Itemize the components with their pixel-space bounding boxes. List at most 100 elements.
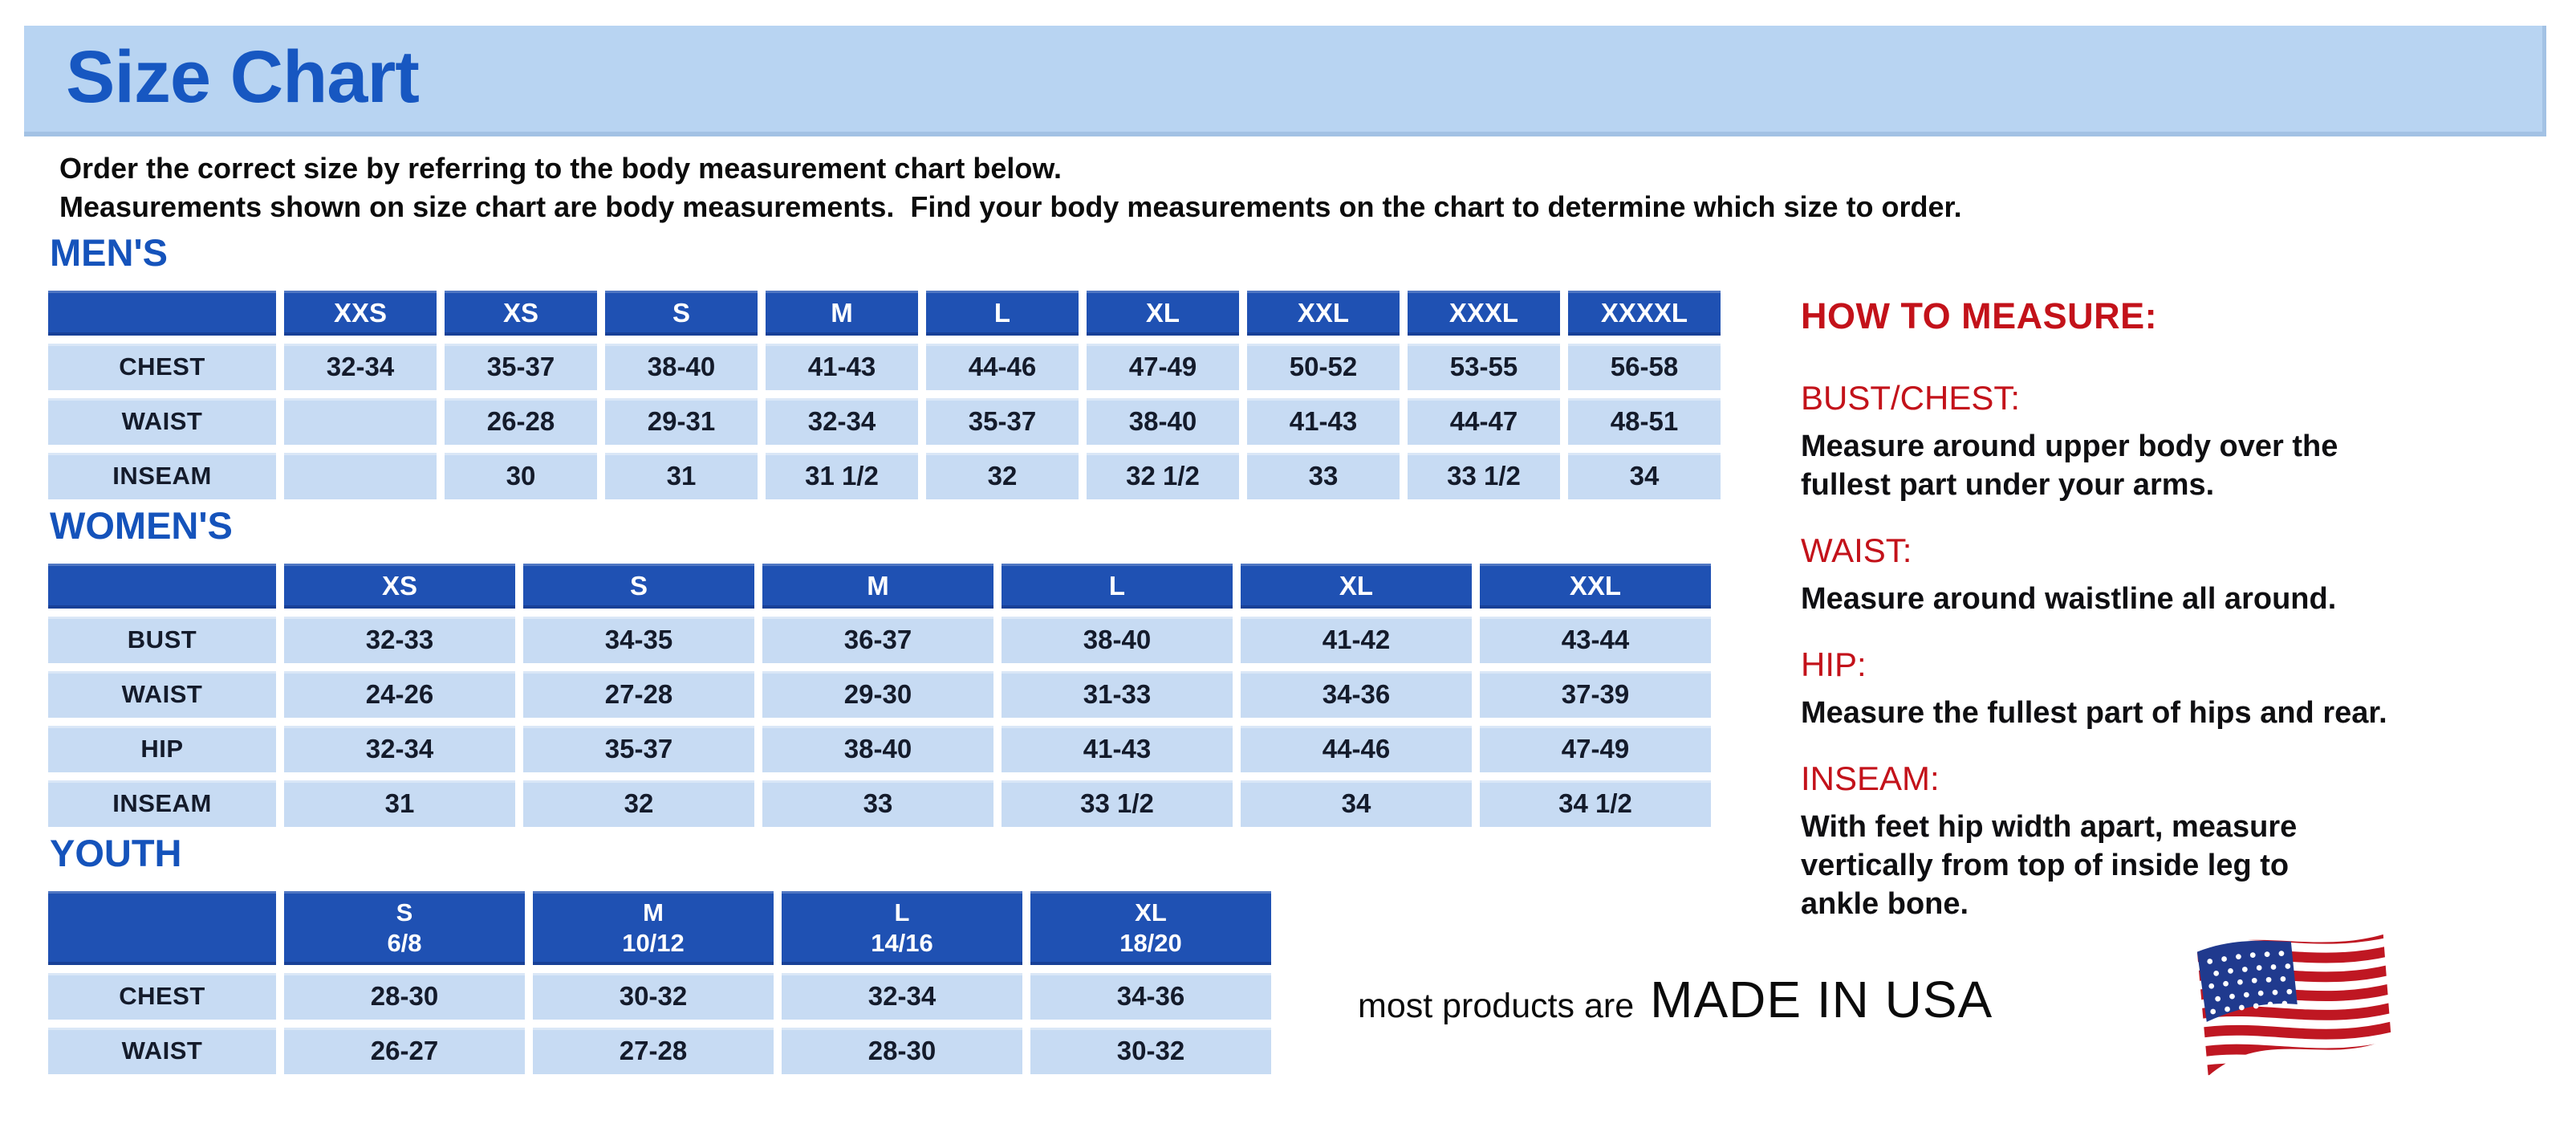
- value-cell: 44-47: [1408, 398, 1560, 445]
- value-cell: [284, 453, 437, 499]
- value-cell: 28-30: [782, 1028, 1022, 1074]
- womens-heading: WOMEN'S: [50, 504, 233, 547]
- value-cell: 48-51: [1568, 398, 1721, 445]
- value-cell: 38-40: [1002, 617, 1233, 663]
- value-cell: 35-37: [445, 344, 597, 390]
- row-label-cell: INSEAM: [48, 780, 276, 827]
- value-cell: 31-33: [1002, 671, 1233, 718]
- value-cell: 31: [605, 453, 758, 499]
- column-header-cell: XL: [1241, 564, 1472, 609]
- column-header-cell: XS: [445, 291, 597, 336]
- footer-prefix: most products are: [1358, 987, 1635, 1025]
- value-cell: 24-26: [284, 671, 515, 718]
- youth-table: S 6/8 M 10/12 L 14/16 XL 18/20 CHEST 28-…: [48, 891, 1271, 1074]
- title-banner: Size Chart: [24, 26, 2546, 136]
- row-label-cell: CHEST: [48, 344, 276, 390]
- value-cell: 32-34: [782, 973, 1022, 1020]
- value-cell: 41-43: [1247, 398, 1400, 445]
- row-label-cell: WAIST: [48, 671, 276, 718]
- value-cell: 32: [926, 453, 1079, 499]
- value-cell: 43-44: [1480, 617, 1711, 663]
- column-header-cell: M: [762, 564, 993, 609]
- column-header-cell: XL 18/20: [1030, 891, 1271, 965]
- column-header-cell: S: [605, 291, 758, 336]
- measure-item-inseam: INSEAM: With feet hip width apart, measu…: [1801, 759, 2576, 923]
- column-header-cell: XXL: [1480, 564, 1711, 609]
- value-cell: 38-40: [605, 344, 758, 390]
- value-cell: 27-28: [523, 671, 754, 718]
- how-to-measure-heading: HOW TO MEASURE:: [1801, 295, 2158, 336]
- value-cell: 31 1/2: [766, 453, 918, 499]
- value-cell: 26-27: [284, 1028, 525, 1074]
- mens-heading: MEN'S: [50, 231, 168, 274]
- row-label-cell: WAIST: [48, 398, 276, 445]
- mens-table: XXS XS S M L XL XXL XXXL XXXXL CHEST 32-…: [48, 291, 1721, 499]
- measure-label-bust-chest: BUST/CHEST:: [1801, 379, 2021, 417]
- value-cell: 50-52: [1247, 344, 1400, 390]
- column-header-cell: L: [1002, 564, 1233, 609]
- column-header-cell: XXL: [1247, 291, 1400, 336]
- value-cell: 34: [1568, 453, 1721, 499]
- value-cell: 34-36: [1241, 671, 1472, 718]
- value-cell: 34-35: [523, 617, 754, 663]
- measure-item-hip: HIP: Measure the fullest part of hips an…: [1801, 645, 2576, 732]
- value-cell: 27-28: [533, 1028, 774, 1074]
- intro-line-2: Measurements shown on size chart are bod…: [59, 190, 1962, 223]
- value-cell: 33 1/2: [1002, 780, 1233, 827]
- value-cell: 33: [762, 780, 993, 827]
- measure-item-bust-chest: BUST/CHEST: Measure around upper body ov…: [1801, 379, 2576, 504]
- column-header-cell: S 6/8: [284, 891, 525, 965]
- value-cell: 34-36: [1030, 973, 1271, 1020]
- measure-label-waist: WAIST:: [1801, 531, 1912, 569]
- value-cell: 32-34: [766, 398, 918, 445]
- value-cell: 41-42: [1241, 617, 1472, 663]
- value-cell: 38-40: [762, 726, 993, 772]
- value-cell: 41-43: [1002, 726, 1233, 772]
- column-header-cell: XXXL: [1408, 291, 1560, 336]
- value-cell: 30: [445, 453, 597, 499]
- column-header-cell: XL: [1087, 291, 1239, 336]
- measure-label-inseam: INSEAM:: [1801, 759, 1940, 797]
- row-label-cell: BUST: [48, 617, 276, 663]
- row-label-cell: WAIST: [48, 1028, 276, 1074]
- column-header-cell: L 14/16: [782, 891, 1022, 965]
- value-cell: 56-58: [1568, 344, 1721, 390]
- row-label-cell: INSEAM: [48, 453, 276, 499]
- value-cell: 26-28: [445, 398, 597, 445]
- value-cell: 37-39: [1480, 671, 1711, 718]
- row-label-cell: HIP: [48, 726, 276, 772]
- measure-item-waist: WAIST: Measure around waistline all arou…: [1801, 531, 2576, 618]
- column-header-cell: M: [766, 291, 918, 336]
- value-cell: 29-31: [605, 398, 758, 445]
- value-cell: 47-49: [1087, 344, 1239, 390]
- column-header-cell: XS: [284, 564, 515, 609]
- value-cell: 32 1/2: [1087, 453, 1239, 499]
- value-cell: [284, 398, 437, 445]
- youth-section: YOUTH S 6/8 M 10/12 L 14/16 XL 18/20 CHE…: [48, 833, 1271, 1074]
- value-cell: 32: [523, 780, 754, 827]
- value-cell: 44-46: [1241, 726, 1472, 772]
- column-header-cell: XXXXL: [1568, 291, 1721, 336]
- page-title: Size Chart: [66, 36, 420, 118]
- value-cell: 36-37: [762, 617, 993, 663]
- intro-line-1: Order the correct size by referring to t…: [59, 152, 1062, 185]
- measure-text-inseam: With feet hip width apart, measure verti…: [1801, 810, 2298, 921]
- column-header-cell: XXS: [284, 291, 437, 336]
- womens-table: XS S M L XL XXL BUST 32-33 34-35 36-37 3…: [48, 564, 1711, 827]
- value-cell: 38-40: [1087, 398, 1239, 445]
- youth-heading: YOUTH: [50, 832, 182, 874]
- value-cell: 33: [1247, 453, 1400, 499]
- column-header-cell: L: [926, 291, 1079, 336]
- value-cell: 53-55: [1408, 344, 1560, 390]
- value-cell: 30-32: [533, 973, 774, 1020]
- footer-made-in-usa: MADE IN USA: [1650, 971, 1993, 1028]
- column-header-cell: S: [523, 564, 754, 609]
- value-cell: 34 1/2: [1480, 780, 1711, 827]
- corner-cell: [48, 564, 276, 609]
- value-cell: 29-30: [762, 671, 993, 718]
- column-header-cell: M 10/12: [533, 891, 774, 965]
- mens-section: MEN'S XXS XS S M L XL XXL XXXL XXXXL CHE…: [48, 233, 1721, 499]
- value-cell: 28-30: [284, 973, 525, 1020]
- corner-cell: [48, 891, 276, 965]
